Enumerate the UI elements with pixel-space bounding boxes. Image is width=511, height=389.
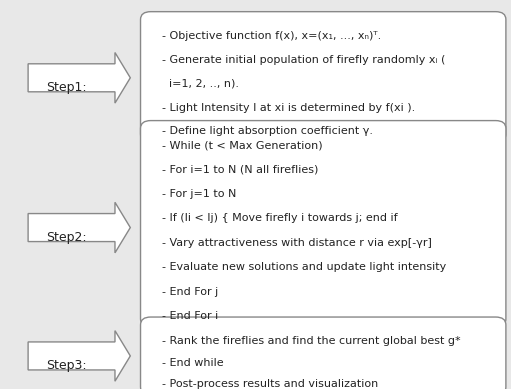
Text: Step3:: Step3:: [46, 359, 87, 372]
Polygon shape: [28, 202, 130, 253]
Text: - Define light absorption coefficient γ.: - Define light absorption coefficient γ.: [162, 126, 373, 137]
FancyBboxPatch shape: [141, 12, 506, 142]
Text: - End For j: - End For j: [162, 287, 218, 297]
Text: - Post-process results and visualization: - Post-process results and visualization: [162, 379, 378, 389]
Text: - End while: - End while: [162, 358, 224, 368]
Text: - Evaluate new solutions and update light intensity: - Evaluate new solutions and update ligh…: [162, 262, 446, 272]
Text: i=1, 2, .., n).: i=1, 2, .., n).: [162, 79, 239, 89]
Text: - For i=1 to N (N all fireflies): - For i=1 to N (N all fireflies): [162, 165, 318, 175]
Text: Step2:: Step2:: [46, 231, 87, 244]
Text: - Light Intensity I at xi is determined by f(xi ).: - Light Intensity I at xi is determined …: [162, 103, 415, 112]
FancyBboxPatch shape: [141, 317, 506, 389]
Text: - Rank the fireflies and find the current global best g*: - Rank the fireflies and find the curren…: [162, 336, 460, 347]
Text: Step1:: Step1:: [46, 81, 87, 94]
Polygon shape: [28, 331, 130, 381]
Text: - If (Ii < Ij) { Move firefly i towards j; end if: - If (Ii < Ij) { Move firefly i towards …: [162, 214, 398, 223]
Text: - Generate initial population of firefly randomly xᵢ (: - Generate initial population of firefly…: [162, 55, 446, 65]
FancyBboxPatch shape: [141, 121, 506, 327]
Text: - End For i: - End For i: [162, 311, 218, 321]
Text: - Objective function f(x), x=(x₁, ..., xₙ)ᵀ.: - Objective function f(x), x=(x₁, ..., x…: [162, 31, 381, 41]
Polygon shape: [28, 53, 130, 103]
Text: - Vary attractiveness with distance r via exp[-γr]: - Vary attractiveness with distance r vi…: [162, 238, 432, 248]
Text: - For j=1 to N: - For j=1 to N: [162, 189, 237, 199]
Text: - While (t < Max Generation): - While (t < Max Generation): [162, 140, 322, 150]
